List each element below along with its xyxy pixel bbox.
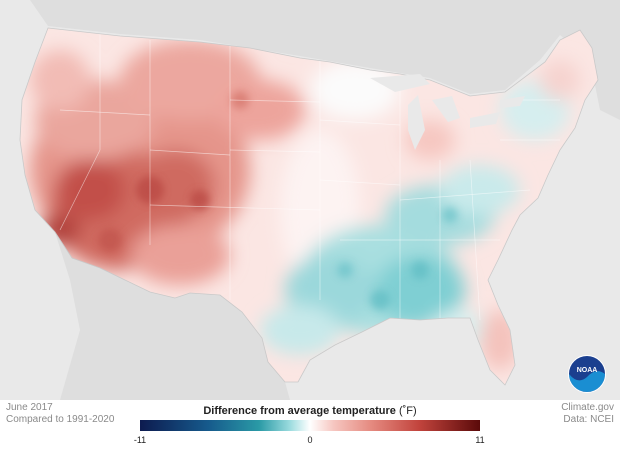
baseline-label: Compared to 1991-2020 xyxy=(6,414,115,425)
state-borders xyxy=(59,30,560,321)
legend-title: Difference from average temperature (˚F) xyxy=(140,405,480,417)
temperature-anomaly-map xyxy=(0,0,620,400)
source-site-link[interactable]: Climate.gov xyxy=(561,402,614,413)
legend-color-bar xyxy=(140,420,480,431)
anomaly-field xyxy=(20,28,598,385)
noaa-logo-icon: NOAA xyxy=(568,355,606,393)
great-lakes xyxy=(370,74,525,150)
mexico-land xyxy=(55,232,290,400)
period-label: June 2017 xyxy=(6,402,53,413)
source-info: Climate.gov Data: NCEI xyxy=(561,402,614,426)
us-outline xyxy=(19,27,599,386)
period-info: June 2017 Compared to 1991-2020 xyxy=(6,402,114,426)
us-map-svg xyxy=(0,0,620,400)
canada-land xyxy=(0,0,620,120)
legend-unit: (˚F) xyxy=(398,405,417,417)
source-data-label: Data: NCEI xyxy=(563,414,614,425)
legend-title-text: Difference from average temperature xyxy=(203,405,396,417)
legend-min-label: -11 xyxy=(133,435,147,445)
legend-mid-label: 0 xyxy=(307,435,313,445)
noaa-logo-text: NOAA xyxy=(577,367,598,374)
legend-max-label: 11 xyxy=(475,435,485,445)
